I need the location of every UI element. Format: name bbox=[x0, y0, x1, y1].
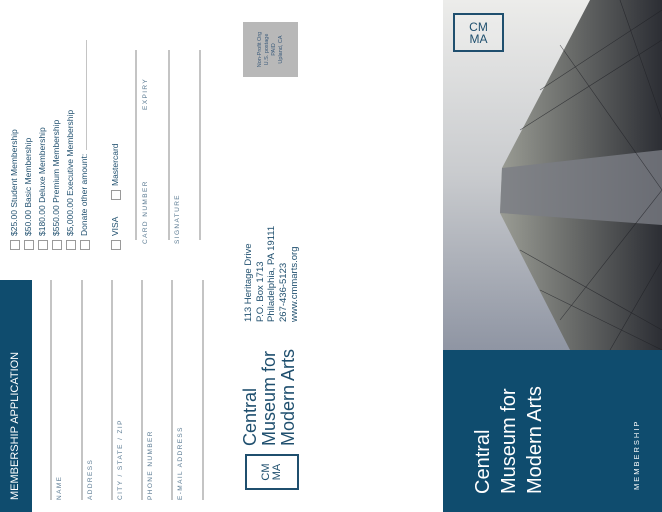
option-checkbox[interactable] bbox=[66, 240, 76, 250]
address-line: P.O. Box 1713 bbox=[254, 261, 266, 322]
postage-stamp: Non-Profit Org U.S. postage PAID Upland,… bbox=[243, 22, 298, 77]
title-line: Modern Arts bbox=[524, 386, 546, 494]
address-line: Philadelphia, PA 19111 bbox=[266, 225, 277, 322]
mastercard-checkbox[interactable] bbox=[111, 190, 121, 200]
address-line[interactable] bbox=[81, 280, 83, 500]
logo-line: MA bbox=[271, 463, 283, 481]
option-label: $180.00 Deluxe Membership bbox=[37, 127, 47, 236]
museum-name: Central Museum for Modern Arts bbox=[240, 348, 298, 446]
logo-line: MA bbox=[469, 31, 488, 46]
cover-logo: CM MA bbox=[453, 13, 504, 52]
email-label: E-MAIL ADDRESS bbox=[177, 426, 184, 500]
option-label: Donate other amount: bbox=[79, 153, 89, 236]
visa-checkbox[interactable] bbox=[111, 240, 121, 250]
title-line: Museum for bbox=[498, 388, 520, 494]
application-title: MEMBERSHIP APPLICATION bbox=[9, 351, 21, 500]
option-checkbox[interactable] bbox=[80, 240, 90, 250]
phone-line[interactable] bbox=[141, 280, 143, 500]
title-line: Central bbox=[472, 429, 494, 494]
visa-label: VISA bbox=[110, 216, 120, 236]
website-link[interactable]: www.cmmarts.org bbox=[289, 246, 300, 322]
email-line[interactable] bbox=[171, 280, 173, 500]
option-checkbox[interactable] bbox=[10, 240, 20, 250]
name-line: Central bbox=[240, 387, 260, 446]
cover-building-photo bbox=[443, 0, 662, 350]
logo-line: CM bbox=[469, 19, 488, 34]
option-label: $550.00 Premium Membership bbox=[51, 119, 61, 236]
city-label: CITY / STATE / ZIP bbox=[117, 419, 124, 500]
postage-text: Upland, CA bbox=[277, 35, 284, 64]
option-checkbox[interactable] bbox=[24, 240, 34, 250]
option-label: $5,000.00 Executive Membership bbox=[65, 109, 75, 236]
extra-line[interactable] bbox=[202, 280, 204, 500]
address-label: ADDRESS bbox=[87, 458, 94, 500]
name-line: Modern Arts bbox=[278, 348, 298, 446]
signature-line[interactable] bbox=[168, 50, 170, 240]
option-label: $50.00 Basic Membership bbox=[23, 137, 33, 236]
name-line[interactable] bbox=[50, 280, 52, 500]
cover-title: Central Museum for Modern Arts bbox=[470, 386, 548, 494]
option-checkbox[interactable] bbox=[52, 240, 62, 250]
extra-line[interactable] bbox=[199, 50, 201, 240]
cover-subtitle: MEMBERSHIP bbox=[632, 419, 641, 490]
signature-label: SIGNATURE bbox=[174, 193, 181, 244]
address-line: 113 Heritage Drive bbox=[243, 243, 254, 322]
application-header: MEMBERSHIP APPLICATION bbox=[0, 280, 32, 512]
card-number-label: CARD NUMBER bbox=[142, 180, 149, 244]
card-line[interactable] bbox=[135, 50, 137, 240]
expiry-label: EXPIRY bbox=[142, 77, 149, 110]
name-line: Museum for bbox=[259, 350, 279, 446]
postage-text: U.S. postage bbox=[263, 33, 270, 66]
mastercard-label: Mastercard bbox=[110, 143, 120, 186]
city-line[interactable] bbox=[111, 280, 113, 500]
museum-logo: CM MA bbox=[245, 454, 299, 490]
name-label: NAME bbox=[56, 475, 63, 500]
postage-text: Non-Profit Org bbox=[256, 31, 263, 68]
donate-amount-line[interactable] bbox=[86, 40, 87, 150]
option-checkbox[interactable] bbox=[38, 240, 48, 250]
postage-text: PAID bbox=[270, 43, 277, 56]
option-label: $25.00 Student Membership bbox=[9, 129, 19, 236]
museum-address: 113 Heritage Drive P.O. Box 1713 Philade… bbox=[243, 226, 301, 322]
phone-text: 267-436-5123 bbox=[277, 262, 289, 322]
phone-label: PHONE NUMBER bbox=[147, 430, 154, 500]
